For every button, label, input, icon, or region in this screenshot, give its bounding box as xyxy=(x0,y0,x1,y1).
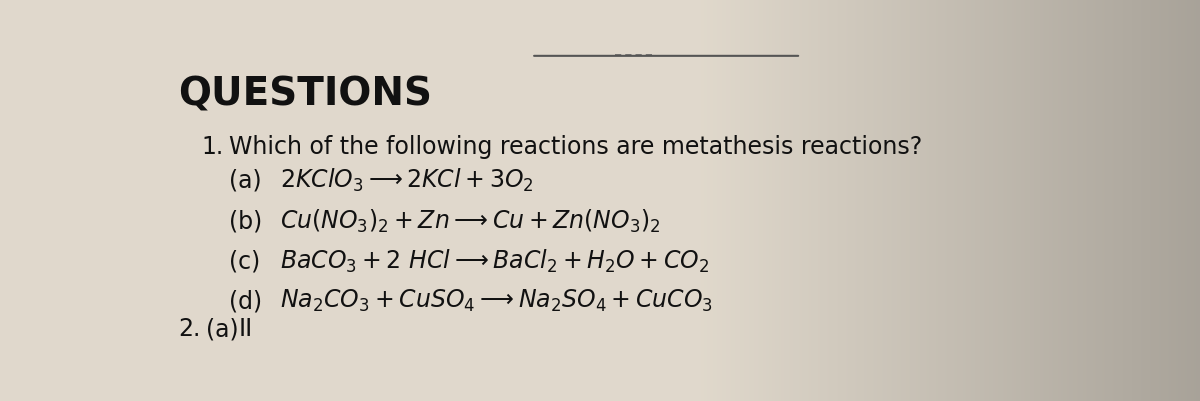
Text: (c): (c) xyxy=(229,249,260,273)
Text: Which of the following reactions are metathesis reactions?: Which of the following reactions are met… xyxy=(229,135,923,158)
Text: $2KClO_3 \longrightarrow 2KCl+3O_2$: $2KClO_3 \longrightarrow 2KCl+3O_2$ xyxy=(281,167,534,194)
Text: $Na_2CO_3 + CuSO_4 \longrightarrow Na_2SO_4 + CuCO_3$: $Na_2CO_3 + CuSO_4 \longrightarrow Na_2S… xyxy=(281,288,713,314)
Text: (a): (a) xyxy=(206,318,239,342)
Text: $BaCO_3 + 2\ HCl \longrightarrow BaCl_2 + H_2O + CO_2$: $BaCO_3 + 2\ HCl \longrightarrow BaCl_2 … xyxy=(281,247,709,275)
Text: QUESTIONS: QUESTIONS xyxy=(178,76,432,114)
Text: (d): (d) xyxy=(229,289,262,313)
Text: 1.: 1. xyxy=(202,135,223,158)
Text: _ _ _ _: _ _ _ _ xyxy=(616,41,652,54)
Text: $Cu(NO_3)_2 + Zn \longrightarrow Cu + Zn(NO_3)_2$: $Cu(NO_3)_2 + Zn \longrightarrow Cu + Zn… xyxy=(281,207,661,235)
Text: (b): (b) xyxy=(229,209,263,233)
Text: II: II xyxy=(239,318,253,342)
Text: (a): (a) xyxy=(229,169,262,193)
Text: 2.: 2. xyxy=(178,318,200,342)
